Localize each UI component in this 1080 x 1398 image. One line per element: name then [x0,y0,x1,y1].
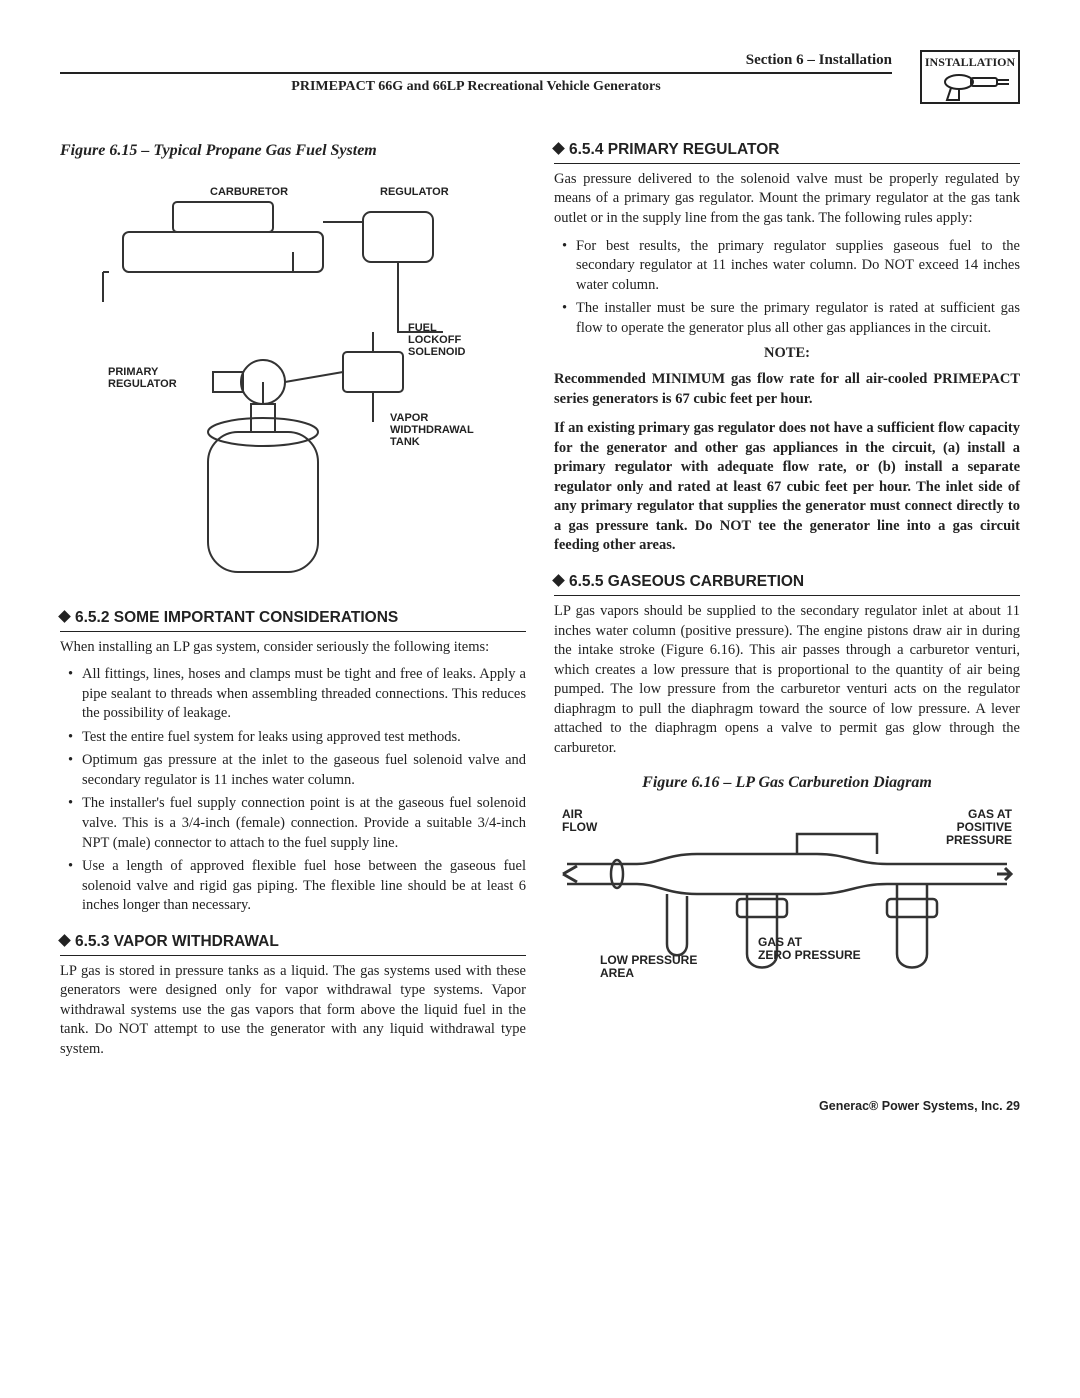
section-6-5-2-heading: 6.5.2 SOME IMPORTANT CONSIDERATIONS [60,608,526,632]
page-footer: Generac® Power Systems, Inc. 29 [60,1098,1020,1115]
section-6-5-3-body: LP gas is stored in pressure tanks as a … [60,962,526,1060]
label-vapor-tank: VAPOR WIDTHDRAWAL TANK [390,412,474,448]
figure-6-16-title: Figure 6.16 – LP Gas Carburetion Diagram [554,772,1020,794]
label-air-flow: AIR FLOW [562,808,597,834]
section-6-5-4-list: For best results, the primary regulator … [554,237,1020,339]
content-columns: Figure 6.15 – Typical Propane Gas Fuel S… [60,140,1020,1068]
list-item: All fittings, lines, hoses and clamps mu… [72,665,526,724]
installation-badge: INSTALLATION [920,50,1020,104]
list-item: Use a length of approved flexible fuel h… [72,857,526,916]
section-6-5-5-heading: 6.5.5 GASEOUS CARBURETION [554,572,1020,596]
figure-6-16-diagram: AIR FLOW GAS AT POSITIVE PRESSURE GAS AT… [554,804,1020,994]
label-regulator: REGULATOR [380,186,449,198]
figure-6-15-diagram: CARBURETOR REGULATOR FUEL LOCKOFF SOLENO… [60,172,526,592]
drill-icon [927,72,1013,102]
section-label: Section 6 – Installation [60,50,892,74]
section-6-5-4-heading: 6.5.4 PRIMARY REGULATOR [554,140,1020,164]
section-6-5-2-list: All fittings, lines, hoses and clamps mu… [60,665,526,916]
label-gas-zero: GAS AT ZERO PRESSURE [758,936,861,962]
label-fuel-lockoff: FUEL LOCKOFF SOLENOID [408,322,465,358]
list-item: The installer must be sure the primary r… [566,299,1020,338]
list-item: Test the entire fuel system for leaks us… [72,728,526,748]
section-6-5-3-heading: 6.5.3 VAPOR WITHDRAWAL [60,932,526,956]
diamond-icon [552,142,565,155]
label-carburetor: CARBURETOR [210,186,288,198]
diamond-icon [58,934,71,947]
header-text-block: Section 6 – Installation PRIMEPACT 66G a… [60,50,900,97]
right-column: 6.5.4 PRIMARY REGULATOR Gas pressure del… [554,140,1020,1068]
label-primary-regulator: PRIMARY REGULATOR [108,366,177,390]
section-6-5-2-intro: When installing an LP gas system, consid… [60,638,526,658]
note-paragraph-1: Recommended MINIMUM gas flow rate for al… [554,370,1020,409]
installation-badge-label: INSTALLATION [925,55,1015,69]
list-item: Optimum gas pressure at the inlet to the… [72,751,526,790]
figure-6-15-title: Figure 6.15 – Typical Propane Gas Fuel S… [60,140,526,162]
diamond-icon [552,574,565,587]
note-label: NOTE: [554,344,1020,364]
section-6-5-4-intro: Gas pressure delivered to the solenoid v… [554,170,1020,229]
section-6-5-5-body: LP gas vapors should be supplied to the … [554,602,1020,759]
page-header: Section 6 – Installation PRIMEPACT 66G a… [60,50,1020,104]
list-item: For best results, the primary regulator … [566,237,1020,296]
note-paragraph-2: If an existing primary gas regulator doe… [554,419,1020,556]
list-item: The installer's fuel supply connection p… [72,794,526,853]
label-gas-positive: GAS AT POSITIVE PRESSURE [946,808,1012,848]
label-low-pressure: LOW PRESSURE AREA [600,954,697,980]
product-subtitle: PRIMEPACT 66G and 66LP Recreational Vehi… [60,78,892,97]
left-column: Figure 6.15 – Typical Propane Gas Fuel S… [60,140,526,1068]
diamond-icon [58,610,71,623]
